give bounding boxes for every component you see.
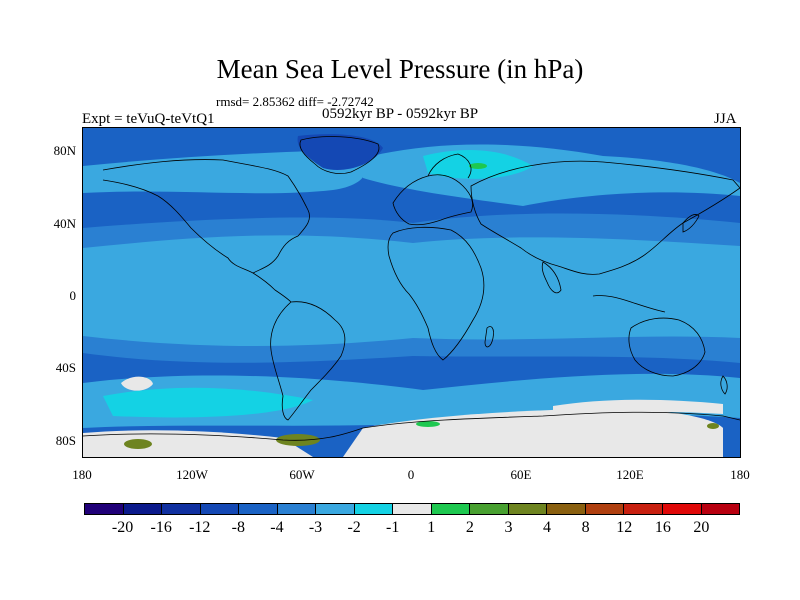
coastlines bbox=[83, 136, 740, 441]
colorbar-label: -16 bbox=[150, 519, 172, 536]
field-southern-cyan2 bbox=[103, 387, 313, 418]
coast-antarctica bbox=[83, 411, 740, 441]
colorbar-label: -3 bbox=[308, 519, 323, 536]
colorbar-label: -2 bbox=[347, 519, 361, 536]
colorbar-swatch-14 bbox=[624, 504, 663, 514]
coast-japan bbox=[682, 214, 700, 233]
lon-label-180e: 180 bbox=[730, 467, 750, 482]
coast-asia bbox=[470, 160, 740, 275]
colorbar-swatch-10 bbox=[470, 504, 509, 514]
colorbar-label: 20 bbox=[693, 519, 710, 536]
field-tropical-light bbox=[83, 235, 740, 346]
field-green-anomaly-2 bbox=[469, 163, 487, 169]
rmsd-diff-stats: rmsd= 2.85362 diff= -2.72742 bbox=[216, 94, 374, 109]
colorbar-swatch-13 bbox=[585, 504, 625, 514]
colorbar-swatch-9 bbox=[431, 504, 471, 514]
field-antarctic-west-white bbox=[83, 430, 313, 457]
colorbar-label: 3 bbox=[504, 519, 513, 536]
field-south-pacific-light bbox=[553, 399, 723, 416]
colorbar-swatch-16 bbox=[701, 504, 740, 514]
coast-scandinavia bbox=[427, 153, 472, 179]
map-canvas bbox=[83, 128, 740, 457]
colorbar-swatch-0 bbox=[85, 504, 124, 514]
colorbar-swatch-3 bbox=[200, 504, 240, 514]
lat-label-0: 0 bbox=[69, 288, 77, 303]
field-greenland-deep bbox=[297, 134, 383, 170]
colorbar-swatch-6 bbox=[316, 504, 355, 514]
coast-indonesia bbox=[592, 295, 666, 313]
lat-label-40s: 40S bbox=[55, 360, 76, 375]
coast-central-america bbox=[252, 272, 292, 303]
field-arctic-cyan bbox=[83, 150, 366, 194]
colorbar-label: -4 bbox=[270, 519, 284, 536]
experiment-label: Expt = teVuQ-teVtQ1 bbox=[82, 111, 215, 127]
colorbar-swatch-11 bbox=[508, 504, 548, 514]
season-label: JJA bbox=[714, 111, 737, 127]
colorbar-swatch-1 bbox=[123, 504, 163, 514]
coast-south-america bbox=[270, 301, 346, 421]
colorbar-swatch-5 bbox=[277, 504, 317, 514]
lat-label-80s: 80S bbox=[55, 433, 76, 448]
lat-label-40n: 40N bbox=[53, 216, 76, 231]
coast-new-zealand bbox=[720, 375, 728, 395]
colorbar-swatch-4 bbox=[239, 504, 278, 514]
field-olive-anomaly-2 bbox=[124, 439, 152, 449]
colorbar-label: -1 bbox=[386, 519, 400, 536]
colorbar-label: 16 bbox=[654, 519, 671, 536]
lon-label-0: 0 bbox=[407, 467, 415, 482]
lon-label-120w: 120W bbox=[176, 467, 208, 482]
coast-greenland bbox=[299, 136, 380, 174]
colorbar-swatch-15 bbox=[662, 504, 702, 514]
coast-north-america bbox=[102, 159, 310, 274]
colorbar-label: -20 bbox=[111, 519, 134, 536]
colorbar-swatch-2 bbox=[162, 504, 201, 514]
field-green-anomaly-1 bbox=[416, 421, 440, 427]
map-title: Mean Sea Level Pressure (in hPa) bbox=[216, 54, 584, 84]
colorbar-label: 12 bbox=[616, 519, 633, 536]
field-green-anomaly-3 bbox=[707, 423, 719, 429]
coast-madagascar bbox=[484, 326, 494, 348]
colorbar-swatch-8 bbox=[393, 504, 432, 514]
coast-india bbox=[541, 261, 562, 294]
lon-label-60w: 60W bbox=[289, 467, 315, 482]
colorbar-label: -8 bbox=[231, 519, 245, 536]
coast-africa bbox=[387, 226, 485, 361]
colorbar-label: 1 bbox=[427, 519, 436, 536]
lon-label-120e: 120E bbox=[616, 467, 644, 482]
colorbar-swatch-12 bbox=[547, 504, 586, 514]
lon-label-60e: 60E bbox=[510, 467, 532, 482]
period-label: 0592kyr BP - 0592kyr BP bbox=[322, 106, 479, 122]
pressure-difference-map bbox=[82, 127, 741, 458]
colorbar-label: 8 bbox=[581, 519, 590, 536]
colorbar-label: 2 bbox=[465, 519, 474, 536]
colorbar-swatch-7 bbox=[354, 504, 394, 514]
colorbar-label: 4 bbox=[543, 519, 552, 536]
coast-australia bbox=[628, 317, 706, 377]
lon-label-180w: 180 bbox=[72, 467, 92, 482]
lat-label-80n: 80N bbox=[53, 143, 76, 158]
field-southeast-pacific-white bbox=[121, 376, 153, 391]
colorbar bbox=[84, 503, 740, 515]
colorbar-label: -12 bbox=[189, 519, 211, 536]
